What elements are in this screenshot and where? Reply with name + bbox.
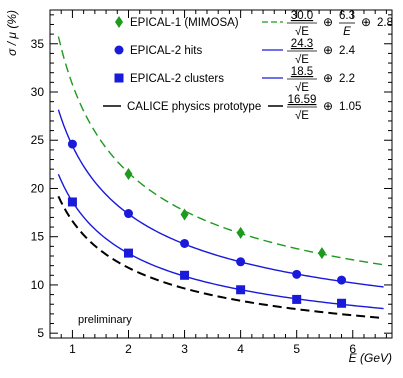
plot-frame bbox=[49, 9, 393, 339]
legend: EPICAL-1 (MIMOSA) 30.0 √E ⊕ 6.3 E ⊕ 2.8 EPICAL-2… bbox=[103, 10, 393, 122]
data-point-s1-3 bbox=[236, 257, 246, 267]
y-tick-label: 15 bbox=[31, 230, 45, 244]
data-point-s1-5 bbox=[337, 275, 347, 285]
legend-label-1: EPICAL-2 hits bbox=[130, 45, 202, 57]
legend-label-3: CALICE physics prototype bbox=[127, 101, 261, 113]
data-point-s2-3 bbox=[236, 285, 246, 295]
formula-oplus-0-a: ⊕ bbox=[323, 15, 333, 29]
data-markers bbox=[67, 139, 347, 308]
x-tick-label: 1 bbox=[69, 342, 76, 356]
preliminary-annotation: preliminary bbox=[78, 314, 132, 326]
legend-marker-2 bbox=[114, 73, 124, 83]
data-point-s0-0 bbox=[124, 168, 133, 180]
y-tick-label: 25 bbox=[31, 133, 45, 147]
legend-marker-0 bbox=[115, 16, 123, 28]
formula-denominator-1: √E bbox=[295, 53, 309, 66]
formula-oplus-1-a: ⊕ bbox=[323, 43, 333, 57]
formula-denominator-3: √E bbox=[295, 109, 309, 122]
x-tick-label: 5 bbox=[293, 342, 300, 356]
formula-oplus-3-a: ⊕ bbox=[323, 99, 333, 113]
formula-numerator-1: 24.3 bbox=[291, 38, 313, 50]
data-point-s0-3 bbox=[317, 247, 326, 260]
fit-curve-2 bbox=[57, 173, 384, 310]
data-point-s1-4 bbox=[292, 269, 302, 279]
y-tick-label: 5 bbox=[37, 326, 44, 340]
legend-label-2: EPICAL-2 clusters bbox=[130, 73, 224, 85]
formula-numerator-2: 18.5 bbox=[291, 66, 313, 78]
data-point-s2-1 bbox=[123, 248, 133, 258]
formula-oplus-2-a: ⊕ bbox=[323, 71, 333, 85]
data-point-s1-1 bbox=[123, 209, 133, 219]
data-point-s2-2 bbox=[180, 270, 190, 280]
data-point-s0-2 bbox=[236, 226, 245, 239]
formula-constant-3: 1.05 bbox=[339, 101, 361, 113]
legend-label-0: EPICAL-1 (MIMOSA) bbox=[130, 17, 239, 29]
fit-curve-3 bbox=[57, 195, 384, 320]
x-axis-label: E (GeV) bbox=[349, 351, 392, 365]
x-tick-label: 3 bbox=[181, 342, 188, 356]
formula-denominator2-0: E bbox=[343, 26, 351, 38]
x-tick-label: 2 bbox=[125, 342, 132, 356]
fit-curve-1 bbox=[57, 109, 384, 288]
y-axis-label: σ / μ (%) bbox=[5, 10, 19, 56]
data-point-s1-0 bbox=[67, 139, 77, 149]
legend-marker-1 bbox=[114, 45, 124, 55]
data-point-s2-4 bbox=[292, 294, 302, 304]
fit-curve-0 bbox=[57, 36, 384, 266]
plot-frame-group bbox=[49, 9, 393, 339]
formula-numerator-0: 30.0 bbox=[291, 10, 313, 22]
y-tick-label: 20 bbox=[31, 181, 45, 195]
formula-denominator-2: √E bbox=[295, 81, 309, 94]
formula-constant-1: 2.4 bbox=[339, 45, 356, 57]
data-point-s2-5 bbox=[337, 298, 347, 308]
formula-oplus-0-b: ⊕ bbox=[361, 15, 371, 29]
y-tick-label: 10 bbox=[31, 278, 45, 292]
y-tick-label: 35 bbox=[31, 37, 45, 51]
formula-numerator2-0: 6.3 bbox=[339, 10, 355, 22]
data-point-s0-1 bbox=[180, 208, 189, 221]
formula-denominator-0: √E bbox=[295, 25, 309, 38]
axes: 1 2 3 4 5 6 5 10 15 20 25 30 35 E (GeV) σ / μ (%) bbox=[5, 10, 392, 365]
x-tick-label: 4 bbox=[237, 342, 244, 356]
data-point-s1-2 bbox=[180, 238, 190, 248]
formula-constant-2: 2.2 bbox=[339, 73, 355, 85]
formula-constant-0: 2.8 bbox=[377, 17, 393, 29]
x-tick-label: 6 bbox=[349, 342, 356, 356]
y-tick-label: 30 bbox=[31, 85, 45, 99]
formula-numerator-3: 16.59 bbox=[288, 94, 317, 106]
fit-curves bbox=[57, 36, 384, 320]
data-point-s2-0 bbox=[67, 197, 77, 207]
